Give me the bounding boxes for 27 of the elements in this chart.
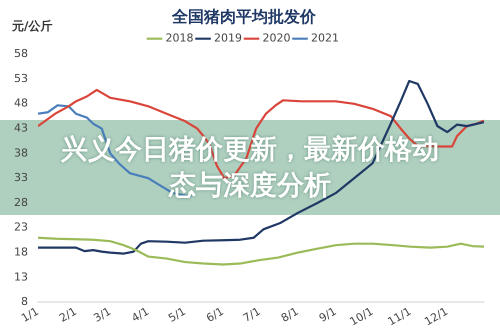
y-tick-label: 13 [14, 270, 28, 284]
y-tick-label: 28 [14, 196, 28, 209]
legend-label: 2021 [310, 32, 339, 45]
x-tick-label: 3/1 [91, 304, 114, 325]
x-tick-label: 6/1 [204, 304, 226, 325]
x-tick-label: 12/1 [422, 304, 450, 328]
x-tick-label: 10/1 [348, 304, 376, 328]
y-tick-label: 33 [14, 171, 28, 184]
x-tick-label: 8/1 [278, 304, 301, 325]
x-tick-label: 5/1 [166, 304, 188, 325]
legend-label: 2019 [214, 32, 242, 45]
y-tick-label: 23 [14, 220, 28, 234]
y-tick-label: 48 [14, 96, 28, 110]
x-tick-label: 2/1 [57, 304, 79, 325]
legend-label: 2018 [166, 32, 194, 45]
y-axis-title: 元/公斤 [11, 19, 52, 33]
y-tick-label: 43 [14, 121, 28, 134]
x-tick-label: 9/1 [316, 304, 339, 325]
x-tick-label: 4/1 [129, 304, 152, 325]
y-tick-label: 58 [14, 47, 28, 60]
legend-label: 2020 [262, 32, 290, 45]
y-tick-label: 38 [14, 146, 28, 160]
y-tick-label: 53 [14, 72, 28, 85]
x-tick-label: 11/1 [386, 304, 414, 328]
y-tick-label: 18 [14, 245, 28, 258]
chart-title: 全国猪肉平均批发价 [171, 6, 317, 26]
x-tick-label: 7/1 [240, 304, 263, 325]
